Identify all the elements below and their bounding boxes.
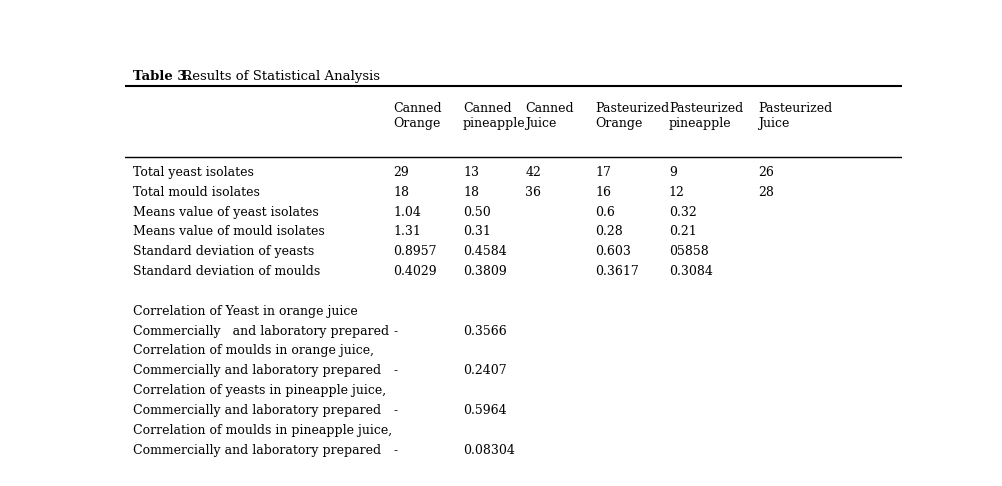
Text: 29: 29 xyxy=(393,166,409,179)
Text: Total yeast isolates: Total yeast isolates xyxy=(133,166,254,179)
Text: -: - xyxy=(393,444,397,457)
Text: 12: 12 xyxy=(669,186,684,199)
Text: Canned
Orange: Canned Orange xyxy=(393,103,442,130)
Text: Pasteurized
pineapple: Pasteurized pineapple xyxy=(669,103,743,130)
Text: Commercially and laboratory prepared: Commercially and laboratory prepared xyxy=(133,404,381,417)
Text: 1.31: 1.31 xyxy=(393,226,421,239)
Text: 0.603: 0.603 xyxy=(595,245,631,258)
Text: 13: 13 xyxy=(463,166,479,179)
Text: Canned
Juice: Canned Juice xyxy=(525,103,574,130)
Text: Pasteurized
Juice: Pasteurized Juice xyxy=(759,103,833,130)
Text: 0.6: 0.6 xyxy=(595,206,615,219)
Text: Commercially and laboratory prepared: Commercially and laboratory prepared xyxy=(133,364,381,377)
Text: Standard deviation of moulds: Standard deviation of moulds xyxy=(133,265,321,278)
Text: 9: 9 xyxy=(669,166,676,179)
Text: 1.04: 1.04 xyxy=(393,206,421,219)
Text: Total mould isolates: Total mould isolates xyxy=(133,186,260,199)
Text: Standard deviation of yeasts: Standard deviation of yeasts xyxy=(133,245,315,258)
Text: 0.50: 0.50 xyxy=(463,206,491,219)
Text: 0.5964: 0.5964 xyxy=(463,404,507,417)
Text: 0.32: 0.32 xyxy=(669,206,696,219)
Text: Table 3.: Table 3. xyxy=(133,69,191,83)
Text: 0.8957: 0.8957 xyxy=(393,245,437,258)
Text: Means value of mould isolates: Means value of mould isolates xyxy=(133,226,325,239)
Text: -: - xyxy=(393,404,397,417)
Text: Results of Statistical Analysis: Results of Statistical Analysis xyxy=(178,69,380,83)
Text: 26: 26 xyxy=(759,166,774,179)
Text: Canned
pineapple: Canned pineapple xyxy=(463,103,526,130)
Text: 0.3084: 0.3084 xyxy=(669,265,712,278)
Text: 05858: 05858 xyxy=(669,245,708,258)
Text: Correlation of moulds in orange juice,: Correlation of moulds in orange juice, xyxy=(133,345,374,358)
Text: Correlation of Yeast in orange juice: Correlation of Yeast in orange juice xyxy=(133,305,358,318)
Text: 0.31: 0.31 xyxy=(463,226,491,239)
Text: 16: 16 xyxy=(595,186,611,199)
Text: -: - xyxy=(393,364,397,377)
Text: 42: 42 xyxy=(525,166,541,179)
Text: 0.08304: 0.08304 xyxy=(463,444,515,457)
Text: 0.3809: 0.3809 xyxy=(463,265,507,278)
Text: 0.4584: 0.4584 xyxy=(463,245,507,258)
Text: 0.3566: 0.3566 xyxy=(463,325,507,338)
Text: Means value of yeast isolates: Means value of yeast isolates xyxy=(133,206,319,219)
Text: Correlation of moulds in pineapple juice,: Correlation of moulds in pineapple juice… xyxy=(133,424,392,437)
Text: 0.4029: 0.4029 xyxy=(393,265,437,278)
Text: 0.3617: 0.3617 xyxy=(595,265,639,278)
Text: Commercially   and laboratory prepared: Commercially and laboratory prepared xyxy=(133,325,389,338)
Text: 0.28: 0.28 xyxy=(595,226,623,239)
Text: Commercially and laboratory prepared: Commercially and laboratory prepared xyxy=(133,444,381,457)
Text: 36: 36 xyxy=(525,186,541,199)
Text: 18: 18 xyxy=(463,186,479,199)
Text: 28: 28 xyxy=(759,186,774,199)
Text: Pasteurized
Orange: Pasteurized Orange xyxy=(595,103,669,130)
Text: Correlation of yeasts in pineapple juice,: Correlation of yeasts in pineapple juice… xyxy=(133,384,386,397)
Text: 0.21: 0.21 xyxy=(669,226,696,239)
Text: 17: 17 xyxy=(595,166,611,179)
Text: 0.2407: 0.2407 xyxy=(463,364,507,377)
Text: -: - xyxy=(393,325,397,338)
Text: 18: 18 xyxy=(393,186,409,199)
